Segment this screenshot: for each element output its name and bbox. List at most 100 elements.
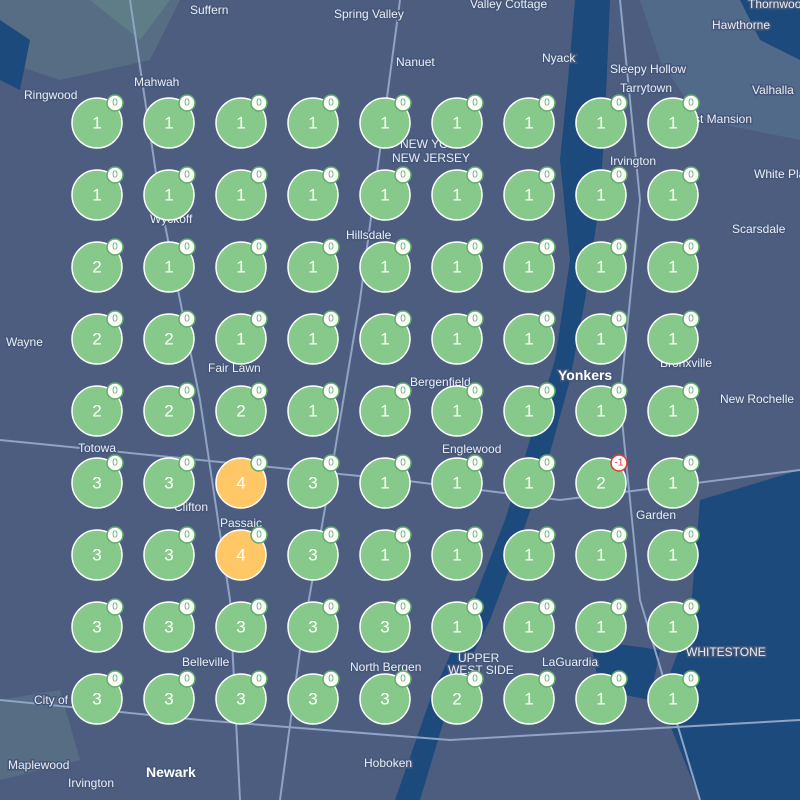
cluster-count: 4 [236,546,245,565]
cluster-marker[interactable]: 10 [215,310,268,365]
cluster-marker[interactable]: 10 [503,238,556,293]
cluster-grid: 1010101010101010101010101010101010102010… [71,94,700,725]
badge-value: 0 [616,530,622,541]
cluster-marker[interactable]: 30 [215,598,268,653]
cluster-marker[interactable]: 10 [431,382,484,437]
badge-value: 0 [400,602,406,613]
badge-circle [250,310,268,328]
cluster-marker[interactable]: 10 [431,454,484,509]
cluster-marker[interactable]: 10 [575,166,628,221]
cluster-marker[interactable]: 10 [647,310,700,365]
cluster-marker[interactable]: 30 [71,598,124,653]
cluster-marker[interactable]: 30 [143,598,196,653]
cluster-marker[interactable]: 10 [431,166,484,221]
cluster-marker[interactable]: 10 [647,94,700,149]
badge-value: 0 [544,98,550,109]
cluster-marker[interactable]: 10 [503,526,556,581]
cluster-marker[interactable]: 10 [359,238,412,293]
cluster-marker[interactable]: 10 [431,94,484,149]
cluster-marker[interactable]: 30 [143,454,196,509]
cluster-marker[interactable]: 10 [647,166,700,221]
cluster-count: 3 [164,618,173,637]
cluster-marker[interactable]: 10 [647,238,700,293]
cluster-marker[interactable]: 30 [287,670,340,725]
cluster-marker[interactable]: 30 [359,598,412,653]
cluster-marker[interactable]: 30 [71,526,124,581]
cluster-marker[interactable]: 2 -1 [575,454,628,509]
cluster-marker[interactable]: 10 [503,454,556,509]
cluster-marker[interactable]: 20 [71,238,124,293]
cluster-marker[interactable]: 10 [503,382,556,437]
badge-value: 0 [256,314,262,325]
cluster-marker[interactable]: 10 [287,94,340,149]
cluster-marker[interactable]: 10 [359,526,412,581]
cluster-marker[interactable]: 10 [431,238,484,293]
cluster-marker[interactable]: 30 [143,670,196,725]
cluster-marker[interactable]: 10 [359,382,412,437]
cluster-marker[interactable]: 10 [359,310,412,365]
cluster-marker[interactable]: 10 [215,238,268,293]
cluster-marker[interactable]: 40 [215,526,268,581]
cluster-marker[interactable]: 10 [503,166,556,221]
cluster-marker[interactable]: 10 [287,166,340,221]
cluster-marker[interactable]: 20 [143,382,196,437]
badge-value: 0 [328,314,334,325]
cluster-marker[interactable]: 30 [71,454,124,509]
cluster-marker[interactable]: 10 [575,382,628,437]
badge-circle [610,238,628,256]
badge-value: 0 [472,602,478,613]
cluster-marker[interactable]: 10 [575,94,628,149]
cluster-marker[interactable]: 10 [143,94,196,149]
cluster-marker[interactable]: 20 [71,310,124,365]
cluster-marker[interactable]: 10 [71,166,124,221]
cluster-marker[interactable]: 10 [575,598,628,653]
cluster-marker[interactable]: 20 [71,382,124,437]
badge-circle [178,670,196,688]
cluster-marker[interactable]: 10 [359,166,412,221]
cluster-marker[interactable]: 10 [431,526,484,581]
badge-value: 0 [256,242,262,253]
cluster-circle [143,241,195,293]
cluster-marker[interactable]: 30 [359,670,412,725]
cluster-marker[interactable]: 20 [215,382,268,437]
cluster-marker[interactable]: 10 [647,526,700,581]
badge-circle [178,598,196,616]
cluster-marker[interactable]: 30 [71,670,124,725]
cluster-marker[interactable]: 10 [215,94,268,149]
cluster-marker[interactable]: 10 [359,454,412,509]
cluster-marker[interactable]: 10 [287,310,340,365]
badge-circle [610,166,628,184]
cluster-marker[interactable]: 10 [71,94,124,149]
cluster-marker[interactable]: 10 [575,526,628,581]
cluster-marker[interactable]: 30 [287,598,340,653]
badge-value: 0 [616,386,622,397]
cluster-marker[interactable]: 10 [647,382,700,437]
cluster-marker[interactable]: 10 [287,382,340,437]
cluster-marker[interactable]: 10 [575,310,628,365]
cluster-marker[interactable]: 30 [143,526,196,581]
cluster-marker[interactable]: 10 [431,310,484,365]
cluster-marker[interactable]: 10 [287,238,340,293]
cluster-marker[interactable]: 40 [215,454,268,509]
cluster-count: 1 [92,114,101,133]
place-label: WHITESTONE [686,645,766,659]
cluster-marker[interactable]: 10 [503,598,556,653]
cluster-marker[interactable]: 30 [287,454,340,509]
cluster-marker[interactable]: 10 [575,670,628,725]
cluster-marker[interactable]: 10 [503,670,556,725]
cluster-marker[interactable]: 10 [647,670,700,725]
cluster-marker[interactable]: 10 [359,94,412,149]
cluster-marker[interactable]: 10 [647,598,700,653]
cluster-marker[interactable]: 10 [215,166,268,221]
cluster-marker[interactable]: 10 [503,310,556,365]
cluster-marker[interactable]: 30 [215,670,268,725]
cluster-marker[interactable]: 10 [143,238,196,293]
cluster-marker[interactable]: 20 [143,310,196,365]
cluster-marker[interactable]: 10 [503,94,556,149]
cluster-marker[interactable]: 10 [431,598,484,653]
cluster-marker[interactable]: 10 [647,454,700,509]
cluster-marker[interactable]: 10 [575,238,628,293]
cluster-marker[interactable]: 10 [143,166,196,221]
cluster-marker[interactable]: 20 [431,670,484,725]
cluster-marker[interactable]: 30 [287,526,340,581]
